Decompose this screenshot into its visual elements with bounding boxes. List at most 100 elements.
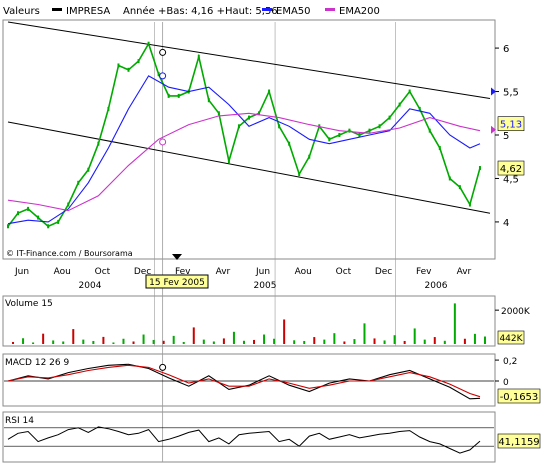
price-point: [448, 176, 451, 181]
ema50-legend: EMA50: [276, 6, 311, 17]
price-point: [177, 93, 180, 98]
x-month-label: Dec: [134, 267, 151, 277]
price-ytick-label: 5,5: [503, 88, 519, 99]
price-yaxis: 6 5,5 5 4,5 4: [495, 44, 519, 229]
price-point: [338, 133, 341, 137]
price-point: [378, 124, 381, 129]
ticker-swatch: [52, 8, 62, 11]
price-point: [17, 211, 20, 216]
price-point: [278, 124, 281, 129]
macd-value-tag-label: -0,1653: [500, 392, 539, 403]
macd-signal-line: [7, 364, 481, 398]
price-point: [67, 202, 70, 207]
x-month-label: Oct: [95, 267, 111, 277]
price-point: [418, 106, 421, 111]
x-month-label: Fev: [416, 267, 432, 277]
price-point: [217, 111, 220, 116]
x-month-label: Jun: [14, 267, 29, 277]
price-value-tag: [497, 160, 525, 176]
price-value-tag-label: 5,13: [500, 120, 522, 131]
rsi-yaxis: 41,1159: [497, 433, 541, 449]
x-month-label: Aou: [54, 267, 71, 277]
macd-value-tag: [497, 388, 541, 404]
x-year-label: 2005: [254, 281, 277, 291]
ema200-legend: EMA200: [339, 6, 380, 17]
ema50-cursor-marker: [159, 72, 167, 80]
price-point: [47, 224, 50, 229]
macd-yaxis: 0,2 0 -0,1653: [495, 357, 541, 404]
macd-cursor-marker: [159, 363, 167, 371]
price-point: [147, 41, 150, 46]
price-line: [7, 41, 481, 228]
rsi-panel-frame: [2, 411, 496, 463]
macd-title: MACD 12 26 9: [5, 358, 69, 368]
price-point: [268, 89, 271, 94]
price-point: [408, 89, 411, 94]
x-month-label: Dec: [375, 267, 392, 277]
macd-ytick-label: 0,2: [503, 357, 517, 367]
price-point: [197, 54, 200, 59]
macd-panel-frame: [2, 353, 496, 407]
price-point: [227, 159, 230, 164]
price-point: [438, 146, 441, 151]
volume-ytick-label: 2000K: [501, 307, 531, 317]
ema50-arrow-icon: [491, 87, 496, 96]
trendline: [7, 21, 491, 99]
x-axis: Jun Aou Oct Dec Fev Avr Jun Aou Oct Dec Fev Avr 2004…: [14, 267, 471, 291]
price-point: [428, 128, 431, 133]
volume-title: Volume 15: [5, 299, 53, 309]
price-point: [7, 224, 9, 229]
ema200-arrow-icon: [491, 125, 496, 134]
trendline: [7, 121, 491, 214]
rsi-value-tag: [497, 433, 541, 449]
price-point: [368, 128, 371, 133]
price-point: [77, 180, 80, 185]
trendlines: [7, 21, 491, 214]
volume-value-tag-label: 442K: [499, 334, 523, 344]
x-month-label: Fev: [175, 267, 191, 277]
range-text: Année +Bas: 4,16 +Haut: 5,56: [123, 5, 278, 17]
ema200-swatch: [325, 8, 335, 11]
price-point: [348, 128, 351, 133]
volume-value-tag: [497, 330, 525, 345]
price-point: [57, 219, 60, 224]
price-value-tag-label: 4,62: [500, 164, 522, 175]
price-point: [127, 67, 130, 72]
macd-line: [7, 363, 481, 400]
price-point: [258, 111, 261, 116]
macd-ytick-label: 0: [503, 378, 509, 388]
price-point: [207, 98, 210, 103]
x-month-label: Avr: [216, 267, 231, 277]
cursor-date-label: 15 Fev 2005: [149, 278, 205, 288]
x-month-label: Jun: [255, 267, 270, 277]
rsi-grid: [4, 427, 494, 447]
credit-text: © IT-Finance.com / Boursorama: [6, 249, 133, 258]
price-point: [117, 63, 120, 68]
cursor-date-box: [145, 274, 209, 289]
rsi-line: [7, 426, 481, 454]
x-month-label: Avr: [457, 267, 472, 277]
x-month-label: Aou: [295, 267, 312, 277]
price-point: [398, 102, 401, 107]
price-point: [167, 93, 170, 98]
ema50-line: [7, 75, 481, 225]
price-point: [157, 72, 160, 77]
price-ytick-label: 5: [503, 131, 509, 142]
valeurs-label: Valeurs: [3, 6, 40, 17]
price-point: [298, 172, 301, 177]
macd-series: [7, 363, 481, 400]
price-point: [97, 141, 100, 146]
price-point: [27, 206, 30, 211]
volume-yaxis: 2000K 442K: [495, 307, 531, 345]
ema200-line: [7, 112, 481, 212]
ema50-swatch: [262, 8, 272, 11]
price-point: [288, 141, 291, 146]
ema200-cursor-marker: [159, 138, 167, 146]
price-point: [308, 154, 311, 159]
price-point: [87, 167, 90, 172]
ticker-label: IMPRESA: [66, 6, 110, 17]
price-ytick-label: 4,5: [503, 174, 519, 185]
volume-panel-frame: [2, 295, 496, 347]
price-point: [107, 106, 110, 111]
x-year-label: 2006: [425, 281, 448, 291]
